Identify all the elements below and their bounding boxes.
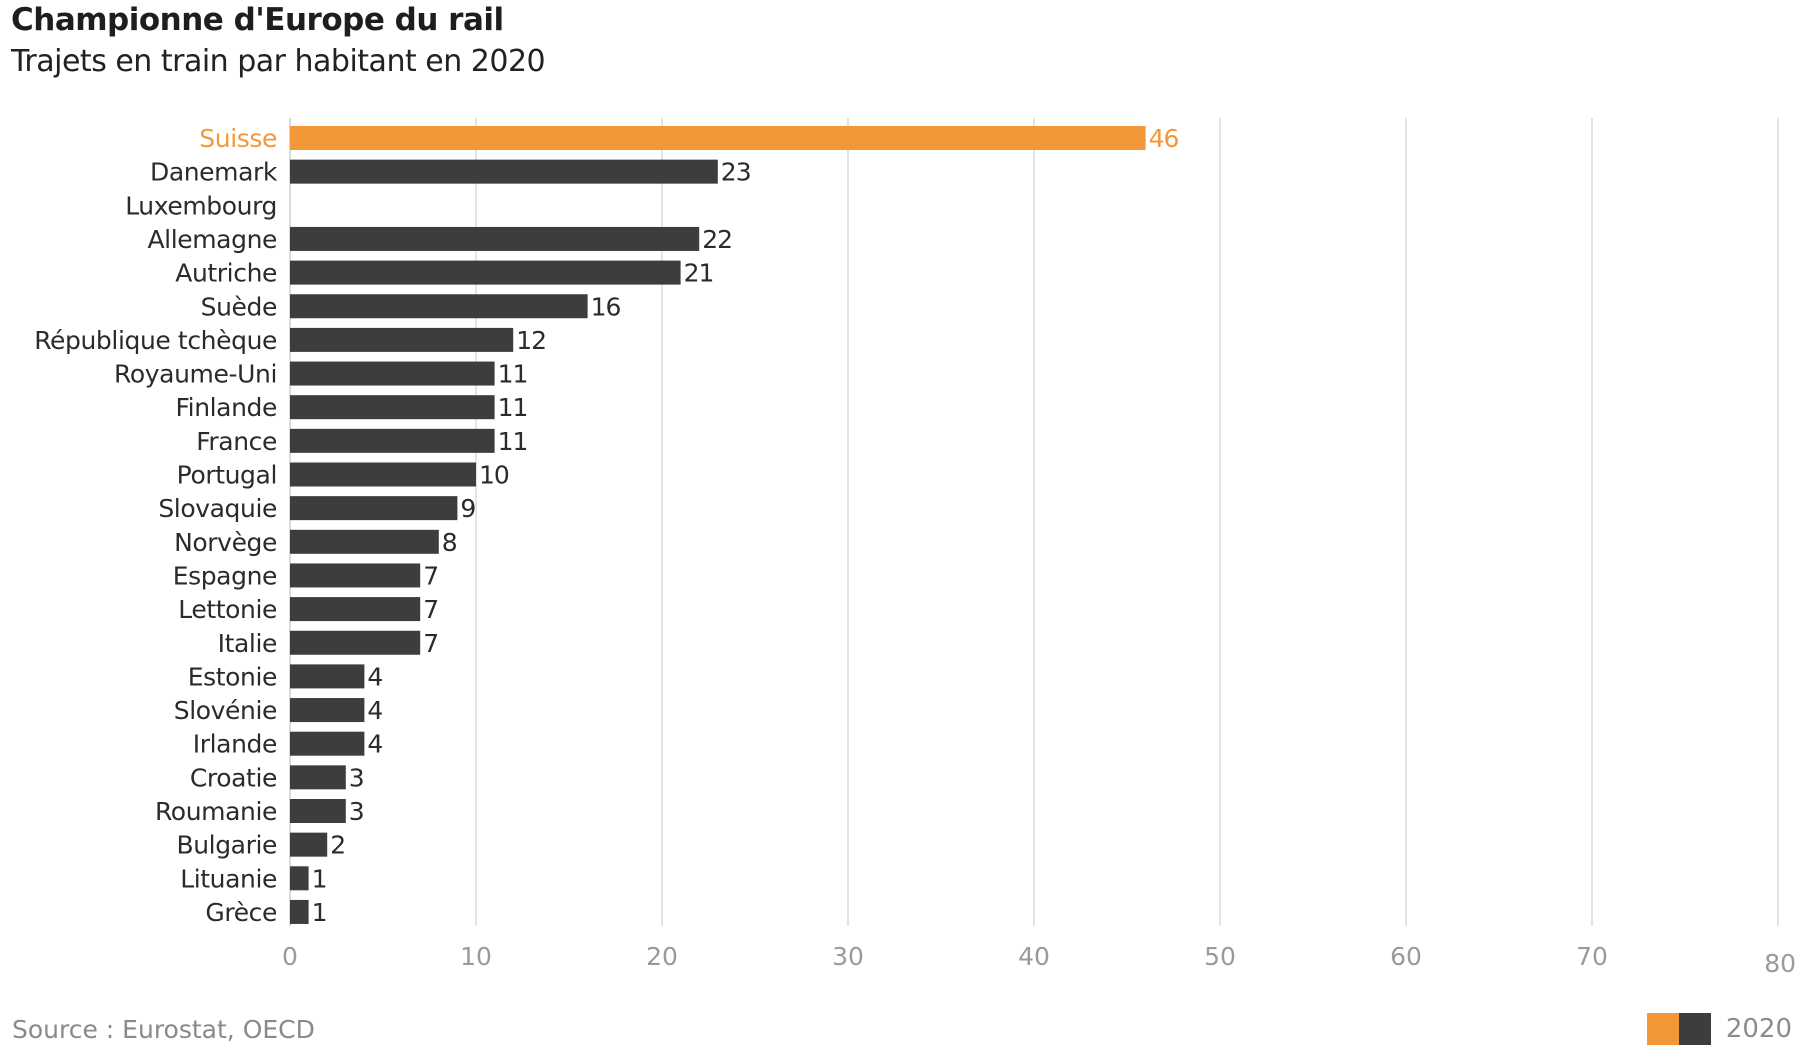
value-label: 23 <box>721 158 751 187</box>
bar <box>290 597 421 622</box>
x-tick-label: 10 <box>460 942 492 971</box>
value-label: 11 <box>498 360 528 389</box>
bar <box>290 496 458 521</box>
bar <box>290 630 421 655</box>
x-tick-label: 60 <box>1390 942 1422 971</box>
x-axis-tick-labels: 0 10 20 30 40 50 60 70 80 <box>282 942 1796 978</box>
value-label: 11 <box>498 427 528 456</box>
legend-label: 2020 <box>1725 1014 1792 1044</box>
category-label: Suisse <box>199 124 277 153</box>
category-label: Autriche <box>175 259 277 288</box>
category-label: Roumanie <box>155 797 277 826</box>
chart-title: Championne d'Europe du rail <box>11 2 504 38</box>
legend: 2020 <box>1646 1013 1792 1045</box>
legend-swatch-default <box>1678 1013 1711 1045</box>
bar <box>290 832 328 857</box>
value-label: 8 <box>442 528 457 557</box>
value-label: 9 <box>460 494 475 523</box>
category-label: Estonie <box>188 662 277 691</box>
x-tick-label: 80 <box>1764 949 1796 978</box>
bar <box>290 563 421 588</box>
x-tick-label: 0 <box>282 942 298 971</box>
x-tick-label: 70 <box>1576 942 1608 971</box>
value-label: 12 <box>516 326 546 355</box>
bar <box>290 664 365 689</box>
category-label: Luxembourg <box>125 191 277 220</box>
category-label: Grèce <box>205 898 277 927</box>
value-label: 16 <box>591 292 621 321</box>
bar <box>290 361 495 386</box>
category-label: Suède <box>201 292 277 321</box>
value-label: 7 <box>423 561 438 590</box>
bar <box>290 799 346 823</box>
category-labels: Suisse Danemark Luxembourg Allemagne Autrich… <box>34 124 278 927</box>
bar <box>290 462 476 487</box>
bar <box>290 260 681 285</box>
category-label: République tchèque <box>34 326 277 355</box>
value-label: 7 <box>423 595 438 624</box>
category-label: Lituanie <box>180 864 277 893</box>
category-label: Finlande <box>175 393 277 422</box>
bar <box>290 529 439 554</box>
x-tick-label: 30 <box>832 942 864 971</box>
bar <box>290 159 718 184</box>
value-label: 4 <box>367 730 382 759</box>
chart-subtitle: Trajets en train par habitant en 2020 <box>11 44 546 79</box>
gridlines <box>289 118 1779 926</box>
value-label: 22 <box>702 225 732 254</box>
category-label: Slovaquie <box>158 494 277 523</box>
bar <box>290 126 1146 150</box>
category-label: Lettonie <box>178 595 277 624</box>
value-label: 4 <box>367 662 382 691</box>
x-tick-label: 50 <box>1204 942 1236 971</box>
bar-chart: Suisse Danemark Luxembourg Allemagne Autrich… <box>34 118 1796 978</box>
category-label: Allemagne <box>147 225 277 254</box>
category-label: Royaume-Uni <box>114 360 277 389</box>
bar <box>290 327 514 352</box>
bar <box>290 899 309 924</box>
bars <box>290 126 1146 924</box>
value-label: 21 <box>684 259 714 288</box>
category-label: Danemark <box>150 158 278 187</box>
bar <box>290 731 365 756</box>
value-label: 1 <box>312 864 327 893</box>
value-label: 7 <box>423 629 438 658</box>
x-tick-label: 40 <box>1018 942 1050 971</box>
value-label: 4 <box>367 696 382 725</box>
category-label: Croatie <box>190 763 277 792</box>
legend-swatch-highlight <box>1646 1013 1679 1045</box>
bar <box>290 765 346 790</box>
value-label: 3 <box>349 763 364 792</box>
value-label: 3 <box>349 797 364 826</box>
category-label: Slovénie <box>174 696 277 725</box>
bar <box>290 866 309 891</box>
value-label: 11 <box>498 393 528 422</box>
x-tick-label: 20 <box>646 942 678 971</box>
category-label: Bulgarie <box>176 831 277 860</box>
bar <box>290 698 365 723</box>
bar <box>290 428 495 453</box>
category-label: Espagne <box>173 561 277 590</box>
value-label: 2 <box>330 831 345 860</box>
bar <box>290 226 700 251</box>
bar <box>290 294 588 319</box>
value-label: 10 <box>479 461 509 490</box>
category-label: Irlande <box>193 730 277 759</box>
category-label: Norvège <box>174 528 277 557</box>
category-label: France <box>196 427 277 456</box>
category-label: Italie <box>218 629 277 658</box>
category-label: Portugal <box>177 461 277 490</box>
value-label: 46 <box>1149 124 1179 153</box>
source-note: Source : Eurostat, OECD <box>12 1015 315 1044</box>
bar <box>290 395 495 420</box>
value-label: 1 <box>312 898 327 927</box>
